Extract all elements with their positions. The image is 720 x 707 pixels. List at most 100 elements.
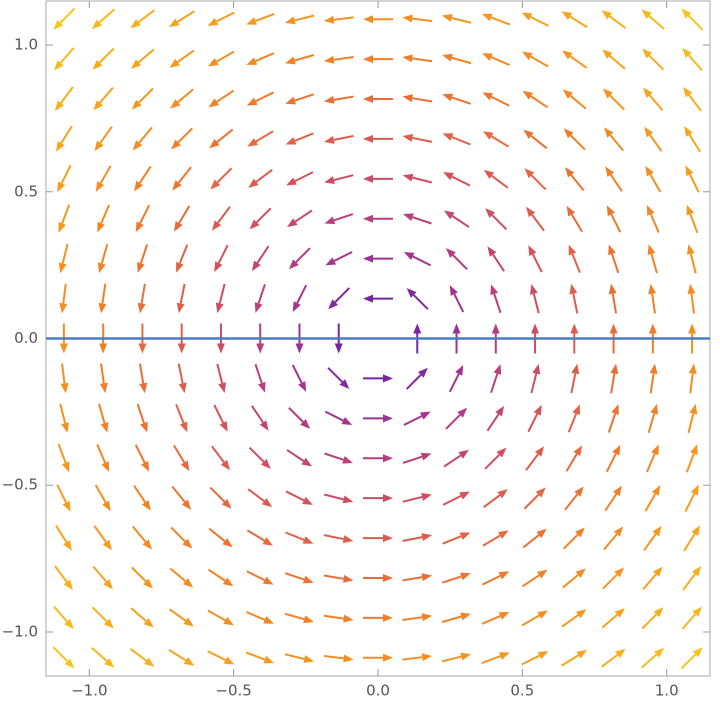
arrow-head — [284, 16, 296, 25]
arrow-head — [324, 176, 335, 184]
y-tick-label: 0.0 — [14, 329, 38, 347]
arrow-shaft — [137, 48, 155, 64]
arrow-head — [363, 174, 373, 183]
arrow — [522, 528, 547, 549]
arrow-head — [528, 245, 537, 256]
arrow — [59, 283, 68, 314]
arrow — [561, 11, 588, 28]
arrow-shaft — [207, 609, 226, 622]
arrow-shaft — [569, 95, 587, 110]
arrow — [92, 565, 113, 590]
arrow-shaft — [333, 213, 354, 222]
arrow — [97, 243, 109, 274]
arrow-shaft — [207, 650, 226, 661]
arrow-shaft — [530, 174, 547, 191]
arrow-head — [363, 55, 373, 64]
arrow-shaft — [208, 527, 226, 542]
arrow-head — [176, 302, 185, 314]
arrow-head — [402, 173, 414, 182]
arrow-shaft — [609, 94, 625, 111]
arrow-shaft — [491, 175, 509, 189]
arrow — [96, 444, 110, 473]
arrow — [642, 48, 665, 71]
arrow-shaft — [646, 453, 656, 473]
arrow-shaft — [138, 165, 152, 184]
arrow-shaft — [176, 10, 195, 23]
arrow-head — [651, 444, 659, 456]
arrow-head — [246, 17, 257, 25]
arrow — [483, 169, 509, 189]
arrow — [207, 609, 234, 626]
arrow — [525, 446, 545, 471]
arrow-shaft — [59, 7, 76, 24]
arrow — [683, 525, 701, 552]
x-tick-label: 0.0 — [366, 682, 390, 700]
arrow — [402, 493, 432, 503]
arrow-head — [572, 404, 580, 416]
arrow-head — [325, 257, 337, 266]
arrow-shaft — [323, 574, 344, 580]
arrow-head — [455, 364, 464, 376]
arrow — [173, 444, 190, 472]
arrow-head — [97, 221, 105, 233]
arrow — [603, 526, 624, 551]
arrow — [442, 133, 471, 146]
arrow-shaft — [254, 363, 263, 384]
arrow — [288, 407, 311, 429]
arrow-shaft — [257, 284, 266, 304]
arrow-shaft — [611, 253, 620, 274]
arrow-shaft — [448, 373, 460, 393]
arrow — [644, 485, 661, 512]
arrow — [682, 565, 702, 591]
arrow-shaft — [294, 14, 315, 22]
arrow-head — [481, 13, 493, 22]
arrow — [687, 244, 697, 274]
arrow-head — [651, 485, 661, 496]
arrow — [522, 569, 548, 588]
arrow-shaft — [216, 167, 233, 184]
arrow — [684, 484, 699, 513]
arrow-head — [260, 458, 271, 469]
arrow-shaft — [442, 535, 462, 545]
arrow-head — [403, 251, 415, 261]
arrow — [363, 454, 393, 463]
arrow — [562, 568, 586, 589]
arrow — [56, 484, 71, 512]
arrow-head — [141, 460, 150, 472]
arrow-shaft — [100, 363, 105, 384]
arrow-shaft — [442, 495, 462, 506]
arrow — [448, 364, 464, 393]
arrow-shaft — [55, 524, 68, 543]
arrow-head — [413, 323, 422, 334]
arrow-shaft — [452, 254, 468, 270]
arrow-shaft — [61, 363, 66, 384]
arrow-head — [60, 382, 69, 394]
arrow-shaft — [441, 655, 462, 663]
arrow — [132, 525, 153, 550]
arrow-head — [483, 169, 495, 180]
arrow — [363, 374, 393, 383]
arrow-shaft — [140, 283, 146, 304]
arrow-shaft — [609, 174, 623, 192]
arrow-head — [62, 500, 71, 512]
arrow-shaft — [285, 531, 305, 541]
arrow-shaft — [490, 56, 510, 66]
arrow — [570, 363, 580, 394]
arrow — [402, 94, 433, 103]
arrow — [482, 53, 510, 66]
arrow-shaft — [570, 373, 577, 394]
arrow-shaft — [139, 244, 149, 264]
arrow-shaft — [451, 175, 471, 187]
arrow-head — [140, 421, 148, 433]
arrow-head — [688, 363, 697, 374]
arrow-head — [363, 294, 373, 303]
arrow-shaft — [602, 573, 618, 590]
arrow-shaft — [251, 405, 264, 424]
arrow-head — [383, 414, 393, 423]
arrow-shaft — [216, 50, 235, 63]
arrow-shaft — [609, 134, 624, 152]
arrow-shaft — [481, 615, 501, 625]
arrow — [323, 574, 354, 583]
arrow-head — [247, 138, 258, 147]
arrow — [522, 90, 549, 109]
